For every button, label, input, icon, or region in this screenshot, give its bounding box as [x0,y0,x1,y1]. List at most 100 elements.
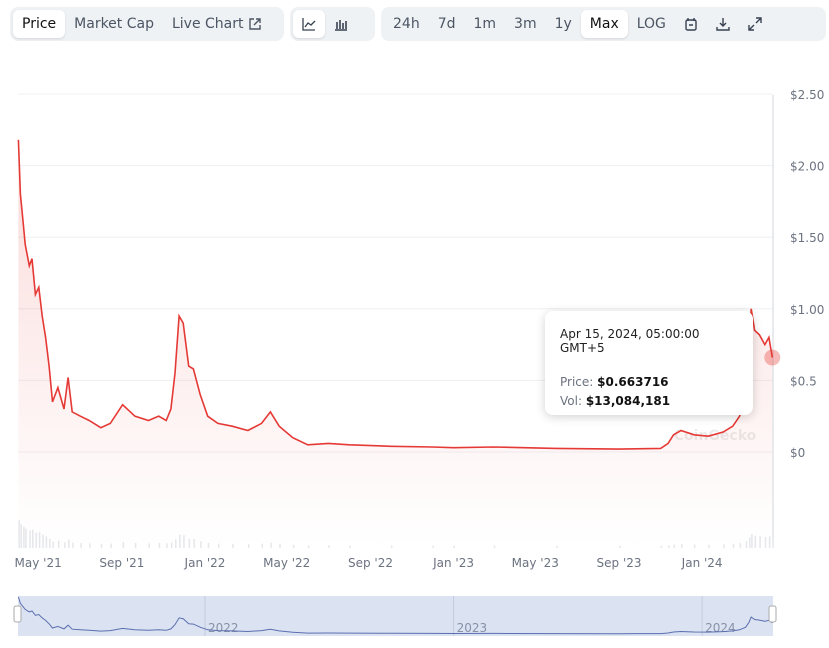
tooltip-date: Apr 15, 2024, 05:00:00 GMT+5 [560,327,700,355]
x-tick-label: May '23 [512,556,559,570]
volume-bar [328,545,330,548]
range-max[interactable]: Max [580,10,628,38]
volume-bar [35,532,37,548]
candlestick-chart-icon [335,20,347,31]
volume-bar [207,543,210,548]
volume-bar [754,535,757,548]
download-icon [716,18,730,31]
navigator-line [17,596,773,635]
y-tick-label: $1.00 [790,303,824,317]
volume-bar [200,541,202,548]
volume-bar [739,543,742,548]
download-button[interactable] [707,10,739,38]
navigator-handle-right[interactable] [768,605,777,623]
calendar-icon [685,18,697,31]
external-link-icon [248,18,261,30]
date-range-button[interactable] [675,10,707,38]
volume-bar [660,545,663,548]
volume-bar [170,542,173,548]
x-tick-label: Jan '22 [184,556,226,570]
volume-bar [493,545,496,548]
range-7d[interactable]: 7d [437,16,456,32]
tooltip-price: $0.663716 [597,375,669,389]
volume-bar [183,535,185,548]
volume-bar [247,544,250,548]
x-tick-label: Sep '21 [99,556,144,570]
tooltip-vol-label: Vol: [560,394,582,408]
candlestick-chart-button[interactable] [325,10,357,38]
volume-bar [38,532,41,548]
volume-bar [188,538,191,548]
chart-type-group [290,7,375,41]
volume-bar [270,542,272,548]
volume-bar [45,536,48,548]
navigator-handle-left[interactable] [13,605,22,623]
volume-bar [749,537,751,548]
range-group: 24h 7d 1m 3m 1y Max LOG [381,7,826,41]
tab-price[interactable]: Price [13,10,66,38]
y-tick-label: $2.50 [790,88,824,102]
volume-bar [708,544,710,548]
navigator-year-label: 2024 [705,621,736,635]
range-1m[interactable]: 1m [473,16,497,32]
volume-bar [52,541,54,548]
tooltip-vol: $13,084,181 [585,394,671,408]
volume-bar [681,544,683,548]
x-tick-label: Jan '24 [681,556,723,570]
volume-bar [166,543,168,548]
volume-bar [80,543,82,548]
volume-bar [307,545,310,548]
y-tick-label: $1.50 [790,231,824,245]
navigator-year-label: 2022 [208,621,239,635]
volume-bar [232,543,234,548]
volume-bar [64,542,66,548]
x-tick-label: May '21 [15,556,62,570]
volume-bar [772,538,774,548]
y-tick-label: $0.5 [790,374,817,388]
volume-bar [349,545,351,548]
hover-point [764,349,781,366]
volume-bar [619,545,621,548]
tooltip-price-label: Price: [560,375,594,389]
x-tick-label: Sep '22 [348,556,393,570]
volume-bar [148,543,150,548]
tab-live-chart[interactable]: Live Chart [163,10,271,38]
volume-bar [89,543,91,548]
volume-bar [261,543,264,548]
volume-bar [23,526,25,548]
volume-bar [768,536,771,548]
expand-icon [748,17,762,31]
volume-bar [764,537,767,548]
volume-bar [175,539,177,548]
range-3m[interactable]: 3m [514,16,537,32]
volume-bar [556,545,558,548]
volume-bar [279,543,281,548]
view-tabs: Price Market Cap Live Chart [10,7,284,41]
x-tick-label: May '22 [263,556,310,570]
volume-bar [32,529,34,548]
x-tick-label: Jan '23 [432,556,474,570]
volume-bar [57,540,60,548]
line-chart-button[interactable] [293,10,325,38]
volume-bar [110,543,112,548]
range-1y[interactable]: 1y [554,16,572,32]
log-scale-button[interactable]: LOG [636,16,666,32]
volume-bar [759,536,761,548]
volume-bar [158,543,161,548]
volume-bar [25,528,27,548]
volume-bar [134,543,137,548]
line-chart-icon [302,18,316,31]
fullscreen-button[interactable] [739,10,771,38]
volume-bar [18,519,20,548]
tab-market-cap[interactable]: Market Cap [74,16,154,32]
volume-bar [193,539,195,548]
volume-bar [49,538,51,548]
range-24h[interactable]: 24h [393,16,420,32]
volume-bar [432,545,434,548]
volume-bar [29,530,31,548]
navigator[interactable] [18,596,773,636]
y-tick-label: $2.00 [790,160,824,174]
volume-bar [72,542,74,548]
volume-bar [292,544,295,548]
volume-bar [668,545,670,548]
